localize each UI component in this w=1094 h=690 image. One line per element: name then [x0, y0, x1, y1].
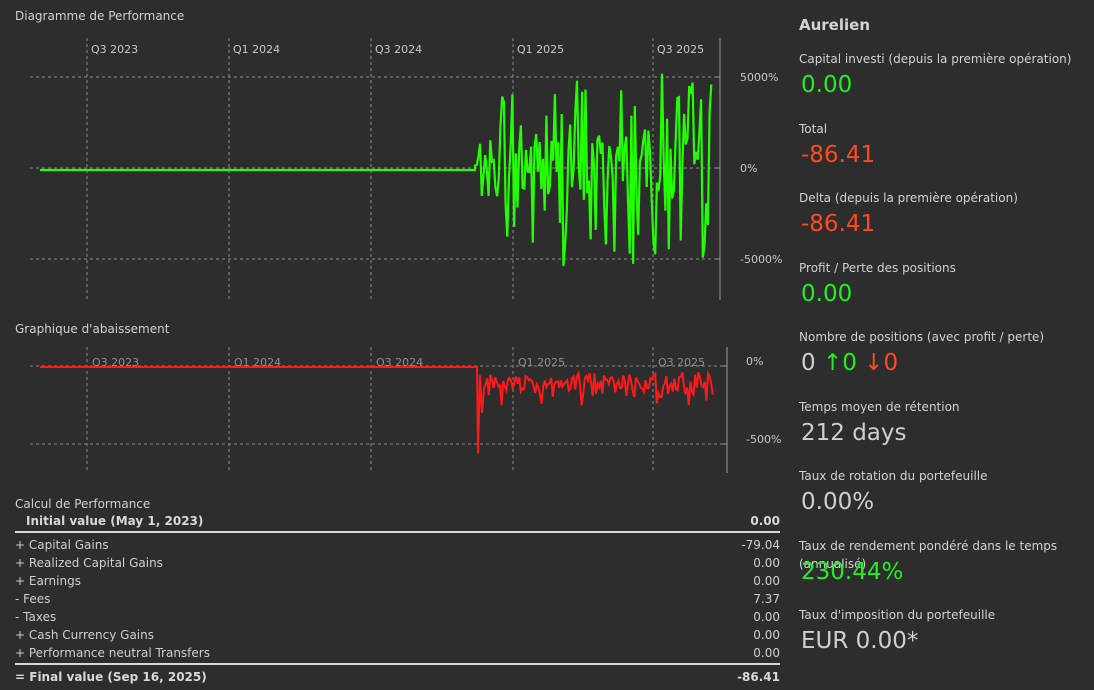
calc-title: Calcul de Performance	[15, 497, 151, 511]
stat-label: Temps moyen de rétention	[799, 399, 960, 414]
stat-value: 0.00	[801, 280, 853, 307]
x-tick-label: Q3 2025	[658, 356, 705, 369]
y-tick-label: -5000%	[740, 253, 782, 266]
stat-block: Taux de rendement pondéré dans le temps …	[799, 537, 1089, 607]
stat-block: Temps moyen de rétention 212 days	[799, 398, 1089, 468]
calc-row: + Performance neutral Transfers 0.00	[15, 644, 780, 662]
stat-value: -86.41	[801, 211, 876, 237]
calc-row: + Earnings 0.00	[15, 572, 780, 590]
calc-final-row: = Final value (Sep 16, 2025) -86.41	[15, 668, 780, 686]
calc-row-value: 0.00	[753, 574, 780, 588]
calc-row-value: 0.00	[753, 646, 780, 660]
drawdown-chart-title: Graphique d'abaissement	[15, 322, 170, 336]
stat-label: Taux de rendement pondéré dans le temps …	[799, 538, 1058, 571]
calc-final-label: Final value (Sep 16, 2025)	[29, 670, 207, 684]
calc-row-value: 0.00	[753, 628, 780, 642]
calc-separator	[15, 531, 780, 533]
x-tick-label: Q3 2023	[91, 43, 138, 56]
performance-y-ticks: 5000% 0% -5000%	[740, 71, 782, 266]
stat-block: Taux d'imposition du portefeuille EUR 0.0…	[799, 606, 1089, 676]
stat-value: 0 ↑0 ↓0	[801, 346, 1089, 380]
calc-row: - Fees 7.37	[15, 590, 780, 608]
position-count: 0	[801, 350, 823, 376]
portfolio-name: Aurelien	[799, 16, 870, 34]
calc-row-value: 0.00	[753, 610, 780, 624]
calc-row-label: + Capital Gains	[15, 538, 109, 552]
calc-row: + Cash Currency Gains 0.00	[15, 626, 780, 644]
calc-row-label: + Cash Currency Gains	[15, 628, 154, 642]
stat-label: Taux de rotation du portefeuille	[799, 469, 988, 483]
calc-final-sign: =	[15, 670, 26, 684]
performance-grid	[30, 38, 721, 300]
performance-x-ticks: Q3 2023 Q1 2024 Q3 2024 Q1 2025 Q3 2025	[91, 43, 704, 56]
drawdown-x-ticks: Q3 2023 Q1 2024 Q3 2024 Q1 2025 Q3 2025	[92, 356, 705, 369]
stat-label: Delta (depuis la première opération)	[799, 191, 1018, 205]
performance-chart[interactable]: Q3 2023 Q1 2024 Q3 2024 Q1 2025 Q3 2025 5000…	[0, 30, 790, 310]
profit-arrow-count: ↑0	[822, 350, 865, 376]
x-tick-label: Q1 2024	[233, 43, 280, 56]
stat-block: Capital investi (depuis la première opér…	[799, 50, 1089, 120]
stat-block: Delta (depuis la première opération) -86.…	[799, 189, 1089, 259]
stat-block: Total -86.41	[799, 120, 1089, 190]
x-tick-label: Q1 2024	[234, 356, 281, 369]
performance-calculation: Calcul de Performance Initial value (May…	[15, 496, 780, 686]
calc-final-value: -86.41	[737, 670, 780, 684]
calc-row-value: 0.00	[753, 556, 780, 570]
loss-arrow-count: ↓0	[864, 350, 899, 376]
x-tick-label: Q3 2025	[657, 43, 704, 56]
y-tick-label: 0%	[746, 355, 763, 368]
calc-initial-label: Initial value (May 1, 2023)	[26, 514, 204, 528]
calc-initial-value: 0.00	[750, 514, 780, 528]
drawdown-line	[40, 366, 714, 454]
stat-label: Nombre de positions (avec profit / perte…	[799, 330, 1045, 344]
stat-value: -86.41	[801, 141, 876, 168]
y-tick-label: 5000%	[740, 71, 778, 84]
drawdown-chart[interactable]: Q3 2023 Q1 2024 Q3 2024 Q1 2025 Q3 2025 0% -5…	[0, 345, 790, 475]
summary-panel: Aurelien Capital investi (depuis la prem…	[799, 14, 1089, 676]
calc-row-value: 7.37	[753, 592, 780, 606]
calc-row-label: - Fees	[15, 592, 51, 606]
stat-label: Total	[799, 121, 828, 136]
stat-value: 230.44%	[801, 558, 904, 585]
stat-label: Profit / Perte des positions	[799, 260, 956, 275]
calc-row: - Taxes 0.00	[15, 608, 780, 626]
stat-block: Profit / Perte des positions 0.00	[799, 259, 1089, 329]
performance-chart-title: Diagramme de Performance	[15, 9, 185, 23]
drawdown-y-ticks: 0% -500%	[746, 355, 781, 446]
performance-line	[40, 73, 713, 267]
calc-row: + Realized Capital Gains 0.00	[15, 554, 780, 572]
stat-value: 0.00%	[801, 489, 875, 515]
calc-initial-row: Initial value (May 1, 2023) 0.00	[15, 512, 780, 530]
x-tick-label: Q3 2024	[376, 356, 423, 369]
stat-block: Taux de rotation du portefeuille 0.00%	[799, 467, 1089, 537]
calc-row: + Capital Gains -79.04	[15, 536, 780, 554]
x-tick-label: Q3 2023	[92, 356, 139, 369]
x-tick-label: Q1 2025	[518, 356, 565, 369]
calc-row-label: + Earnings	[15, 574, 81, 588]
stat-value: EUR 0.00*	[801, 628, 919, 654]
stat-label: Taux d'imposition du portefeuille	[799, 608, 996, 622]
calc-separator	[15, 663, 780, 665]
x-tick-label: Q3 2024	[375, 43, 422, 56]
stat-value: 0.00	[801, 72, 853, 98]
calc-row-value: -79.04	[741, 538, 780, 552]
stat-value: 212 days	[801, 419, 907, 446]
calc-row-label: - Taxes	[15, 610, 57, 624]
calc-row-label: + Realized Capital Gains	[15, 556, 163, 570]
stat-label: Capital investi (depuis la première opér…	[799, 52, 1072, 66]
y-tick-label: 0%	[740, 162, 757, 175]
calc-row-label: + Performance neutral Transfers	[15, 646, 210, 660]
y-tick-label: -500%	[746, 433, 781, 446]
x-tick-label: Q1 2025	[517, 43, 564, 56]
stat-block: Nombre de positions (avec profit / perte…	[799, 328, 1089, 398]
